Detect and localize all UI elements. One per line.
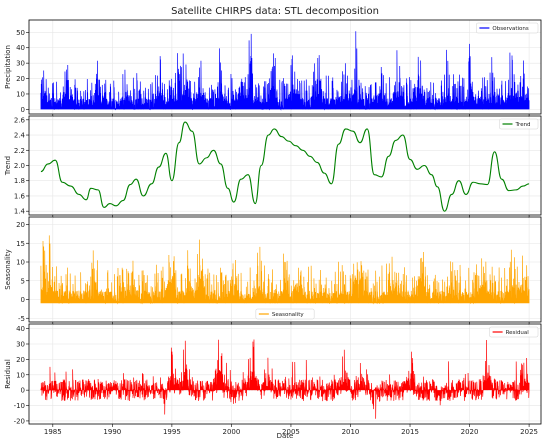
legend-observations: Observations <box>476 22 539 34</box>
y-axis-label: Precipitation <box>4 45 12 89</box>
chart-title: Satellite CHIRPS data: STL decomposition <box>171 6 379 17</box>
y-tick-label: -20 <box>14 417 25 425</box>
legend-box <box>476 22 539 34</box>
subplot-frame <box>28 216 542 323</box>
y-tick-label: 20 <box>16 75 25 83</box>
subplot-residual: -20 -10 0 10 20 30 40 1985 1990 1995 2000 2005 2010 2… <box>4 323 542 436</box>
y-tick-label: 30 <box>16 341 25 349</box>
y-tick-label: 0 <box>21 387 25 395</box>
y-tick-label: 0 <box>21 296 25 304</box>
y-tick-label: -5 <box>18 315 25 323</box>
legend-box <box>499 118 539 130</box>
legend-label: Trend <box>515 122 531 128</box>
y-tick-label: 20 <box>16 221 25 229</box>
legend-label: Seasonality <box>272 312 305 318</box>
y-tick-label: 1.8 <box>14 177 25 185</box>
y-tick-label: 40 <box>16 44 25 52</box>
legend-label: Residual <box>506 330 530 336</box>
y-tick-label: 40 <box>16 325 25 333</box>
subplot-observations: 0 10 20 30 40 50 Precipitation Observations <box>4 19 542 117</box>
y-tick-label: 2.4 <box>14 132 26 140</box>
y-tick-label: 0 <box>21 106 25 114</box>
x-tick-label: 2015 <box>401 428 419 436</box>
legend-label: Observations <box>492 26 528 32</box>
x-tick-label: 2010 <box>342 428 360 436</box>
x-tick-label: 1985 <box>44 428 62 436</box>
y-tick-label: 30 <box>16 60 25 68</box>
y-tick-label: 10 <box>16 90 25 98</box>
legend-seasonality: Seasonality <box>255 308 315 320</box>
series-line-observations <box>40 31 530 111</box>
y-tick-label: 10 <box>16 259 25 267</box>
y-axis-label: Trend <box>4 156 12 176</box>
legend-box <box>255 308 315 320</box>
y-tick-label: 1.4 <box>14 208 26 216</box>
series-line-seasonality <box>40 235 530 305</box>
y-tick-label: 15 <box>16 240 25 248</box>
x-tick-label: 2005 <box>282 428 300 436</box>
x-tick-label: 1990 <box>103 428 121 436</box>
legend-residual: Residual <box>489 326 539 338</box>
y-tick-label: 10 <box>16 371 25 379</box>
x-tick-label: 1995 <box>163 428 181 436</box>
y-tick-label: 20 <box>16 356 25 364</box>
x-tick-label: 2025 <box>520 428 538 436</box>
y-tick-label: 1.6 <box>14 192 26 200</box>
series-line-trend <box>40 121 530 212</box>
y-tick-label: 2.2 <box>14 147 25 155</box>
subplot-frame <box>28 19 542 115</box>
subplot-trend: 1.4 1.6 1.8 2.0 2.2 2.4 2.6 Trend Trend <box>4 115 542 218</box>
y-tick-label: 2.6 <box>14 116 26 124</box>
subplots: 01020304050PrecipitationObservations1.41… <box>4 19 542 436</box>
y-tick-label: 50 <box>16 29 25 37</box>
y-tick-label: 5 <box>21 277 25 285</box>
y-axis-label: Seasonality <box>4 249 12 289</box>
legend-box <box>489 326 539 338</box>
series-line-residual <box>40 339 530 419</box>
y-axis-label: Residual <box>4 359 12 389</box>
y-tick-label: 2.0 <box>14 162 25 170</box>
x-tick-label: 2000 <box>223 428 241 436</box>
x-axis-label: Date <box>277 432 294 440</box>
subplot-seasonality: -5 0 5 10 15 20 Seasonality Seasonality <box>4 216 542 325</box>
legend-trend: Trend <box>499 118 539 130</box>
x-tick-label: 2020 <box>461 428 479 436</box>
subplot-frame <box>28 323 542 425</box>
y-tick-label: -10 <box>14 402 25 410</box>
